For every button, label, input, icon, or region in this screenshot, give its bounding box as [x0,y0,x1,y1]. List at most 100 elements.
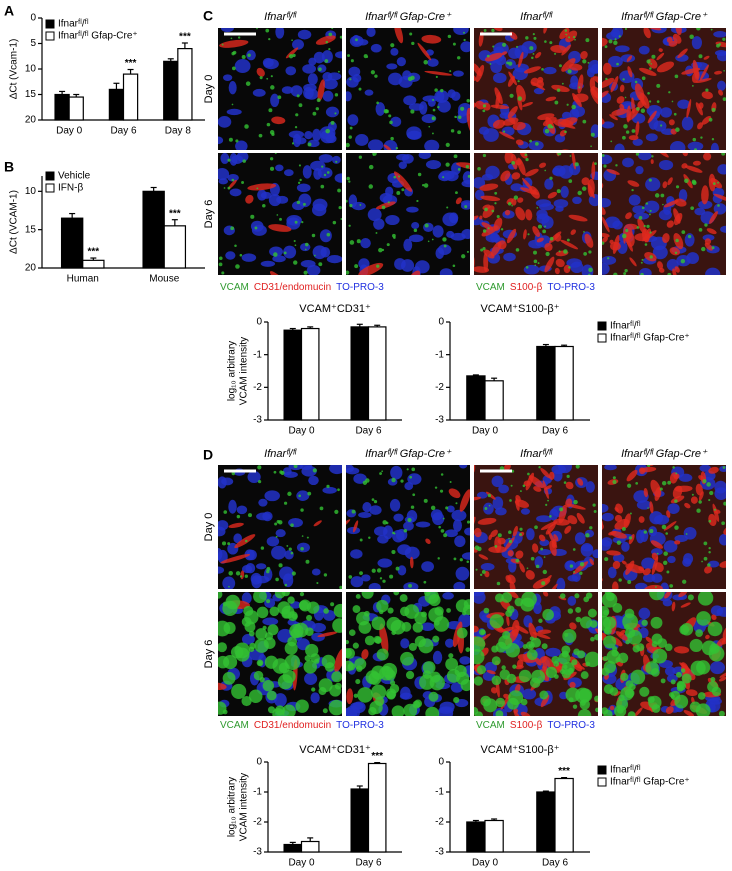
nucleus [653,120,667,132]
red-signal [606,169,620,175]
nucleus [218,476,227,489]
x-tick-label: Mouse [149,274,179,285]
red-signal [530,77,539,87]
green-signal [624,28,627,30]
nucleus [607,566,617,579]
green-signal [221,271,225,275]
green-signal [242,159,246,163]
green-signal [531,669,546,684]
nucleus [569,108,580,120]
green-signal [669,584,674,588]
red-signal [417,42,432,61]
red-signal [511,172,521,180]
green-signal [453,154,458,159]
green-signal [266,77,269,80]
green-signal [328,699,342,716]
nucleus [602,503,609,513]
bar [466,375,486,421]
nucleus [398,161,407,169]
green-signal [537,262,540,265]
image-content [346,28,470,150]
nucleus [421,622,435,632]
micrograph [218,153,342,275]
nucleus [245,563,256,574]
nucleus [379,192,393,203]
red-signal [479,215,483,220]
green-signal [262,203,266,208]
nucleus [427,58,439,67]
green-signal [508,539,513,544]
green-signal [376,264,380,268]
red-signal [705,634,710,640]
red-signal [528,622,537,641]
nucleus [375,102,386,116]
micrograph [602,28,726,150]
green-signal [298,164,301,167]
green-signal [299,592,305,597]
significance: *** [125,58,137,69]
green-signal [643,224,646,228]
nucleus [635,582,648,589]
nucleus [256,563,267,570]
green-signal [680,668,686,673]
nucleus [551,465,567,475]
green-signal [401,188,405,192]
green-signal [634,80,638,84]
red-signal [346,519,351,531]
green-signal [234,244,237,248]
green-signal [616,62,619,66]
nucleus [481,173,494,181]
green-signal [541,643,548,650]
green-signal [269,157,274,161]
green-signal [579,571,583,575]
green-signal [571,659,578,666]
nucleus [552,167,561,176]
red-signal [635,121,640,137]
green-signal [358,155,363,159]
nucleus [621,541,630,552]
x-tick-label: Day 8 [165,126,192,137]
image-content [218,153,342,275]
red-signal [698,491,704,501]
green-signal [430,505,436,511]
red-signal [504,209,511,216]
nucleus [716,51,726,62]
green-signal [348,224,351,227]
x-tick-label: Day 0 [472,858,499,869]
red-signal [692,160,701,166]
y-tick-label: -2 [435,817,444,828]
y-tick-label: -3 [435,415,444,426]
red-signal [219,39,249,48]
green-signal [270,75,273,78]
nucleus [491,475,504,487]
green-signal [474,707,479,715]
green-signal [545,503,548,506]
nucleus [404,546,420,560]
green-signal [646,59,651,64]
y-tick-label: 0 [438,757,444,768]
green-signal [354,264,359,269]
green-signal [690,206,695,211]
green-signal [662,203,664,206]
nucleus [397,565,407,576]
red-signal [499,131,515,140]
nucleus [572,196,582,205]
red-signal [619,103,625,111]
red-signal [682,153,688,157]
nucleus [449,212,459,224]
red-signal [680,602,691,608]
green-signal [500,228,504,231]
nucleus [251,224,267,236]
column-header: Ifnarᶠˡ/ᶠˡ Gfap-Cre⁺ [365,11,452,23]
red-signal [622,277,631,292]
green-signal [640,108,646,113]
red-signal [684,165,703,173]
green-signal [425,706,440,716]
green-signal [326,171,330,174]
green-signal [622,613,639,630]
green-signal [348,135,352,139]
nucleus [498,484,509,494]
green-signal [501,592,513,603]
green-signal [492,45,495,48]
green-signal [466,520,470,524]
